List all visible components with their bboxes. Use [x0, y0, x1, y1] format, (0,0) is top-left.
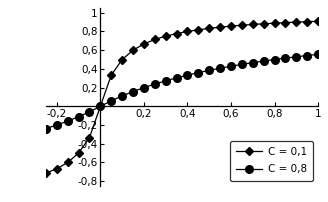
- C = 0,1: [305, 20, 309, 23]
- C = 0,1: [55, 167, 59, 170]
- C = 0,1: [229, 25, 233, 27]
- C = 0,1: [66, 161, 70, 164]
- C = 0,8: [273, 58, 277, 61]
- C = 0,8: [55, 124, 59, 126]
- C = 0,8: [88, 111, 92, 113]
- C = 0,8: [207, 69, 211, 72]
- C = 0,8: [283, 57, 287, 59]
- C = 0,8: [174, 77, 178, 79]
- C = 0,1: [196, 28, 200, 31]
- C = 0,1: [207, 27, 211, 29]
- C = 0,1: [251, 23, 255, 26]
- C = 0,8: [153, 83, 157, 85]
- C = 0,1: [77, 152, 81, 154]
- C = 0,8: [218, 67, 222, 69]
- C = 0,8: [98, 105, 102, 107]
- C = 0,1: [174, 32, 178, 35]
- C = 0,8: [240, 63, 244, 66]
- C = 0,1: [131, 49, 135, 51]
- C = 0,8: [164, 80, 168, 82]
- C = 0,1: [295, 21, 298, 23]
- C = 0,1: [88, 136, 92, 139]
- C = 0,8: [305, 54, 309, 57]
- C = 0,8: [262, 60, 266, 62]
- C = 0,8: [44, 127, 48, 130]
- C = 0,8: [109, 100, 113, 102]
- C = 0,1: [153, 38, 157, 41]
- C = 0,8: [131, 90, 135, 93]
- C = 0,8: [186, 74, 190, 76]
- C = 0,8: [77, 116, 81, 118]
- C = 0,1: [283, 21, 287, 24]
- C = 0,8: [229, 65, 233, 67]
- C = 0,1: [109, 74, 113, 76]
- Legend: C = 0,1, C = 0,8: C = 0,1, C = 0,8: [230, 141, 313, 181]
- C = 0,1: [273, 22, 277, 24]
- C = 0,8: [295, 56, 298, 58]
- C = 0,8: [196, 72, 200, 74]
- C = 0,8: [142, 86, 146, 89]
- C = 0,1: [316, 20, 320, 22]
- C = 0,1: [240, 24, 244, 26]
- C = 0,1: [218, 26, 222, 28]
- C = 0,1: [186, 30, 190, 33]
- C = 0,8: [251, 61, 255, 64]
- C = 0,8: [120, 95, 124, 97]
- C = 0,8: [66, 120, 70, 122]
- C = 0,1: [142, 43, 146, 45]
- C = 0,1: [164, 35, 168, 37]
- C = 0,1: [262, 23, 266, 25]
- Line: C = 0,8: C = 0,8: [42, 50, 322, 132]
- C = 0,1: [120, 58, 124, 61]
- C = 0,1: [44, 172, 48, 174]
- Line: C = 0,1: C = 0,1: [43, 18, 321, 176]
- C = 0,8: [316, 53, 320, 56]
- C = 0,1: [98, 105, 102, 107]
